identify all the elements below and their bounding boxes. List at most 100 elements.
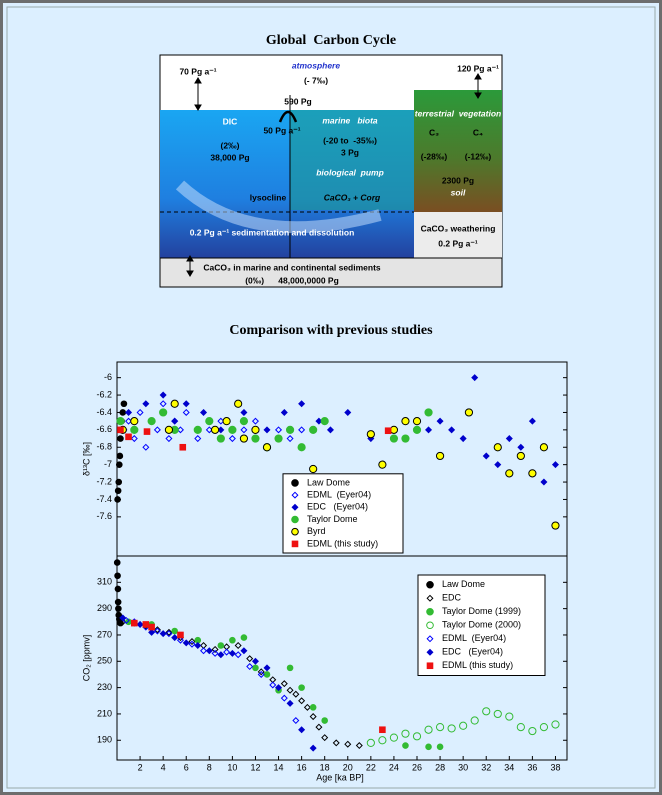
subtitle: Comparison with previous studies	[229, 323, 433, 338]
point	[131, 426, 138, 433]
point	[287, 665, 293, 671]
x-tick-label: 6	[184, 762, 189, 772]
point	[252, 426, 259, 433]
y-tick-label: 290	[97, 603, 112, 613]
y-tick-label: -6.8	[96, 442, 112, 452]
label: terrestrial vegetation	[415, 108, 501, 118]
point	[367, 431, 374, 438]
y-axis-label: CO₂ [ppmv]	[81, 635, 91, 682]
label: CaCO₃ weathering	[421, 223, 496, 233]
point	[321, 418, 328, 425]
legend-label: Law Dome	[442, 579, 485, 589]
point	[437, 744, 443, 750]
point	[126, 434, 132, 440]
y-tick-label: -6.6	[96, 424, 112, 434]
legend-label: Taylor Dome (2000)	[442, 620, 521, 630]
legend-label: Byrd	[307, 526, 326, 536]
point	[180, 444, 186, 450]
poster: Global Carbon Cycle Comparison with prev…	[0, 0, 662, 795]
label: soil	[451, 187, 466, 197]
point	[144, 429, 150, 435]
carbon-cycle-diagram: atmosphere (- 7‰) 70 Pg a⁻¹ 120 Pg a⁻¹ 5…	[160, 55, 502, 287]
label: (-12‰)	[465, 151, 492, 161]
y-tick-label: -7.4	[96, 494, 112, 504]
point	[143, 622, 149, 628]
label: 2300 Pg	[442, 175, 474, 185]
point	[120, 410, 126, 416]
point	[115, 497, 121, 503]
label: 50 Pg a⁻¹	[263, 125, 300, 135]
legend: Law DomeEDCTaylor Dome (1999)Taylor Dome…	[418, 575, 545, 676]
label: 38,000 Pg	[210, 152, 249, 162]
y-tick-label: 270	[97, 629, 112, 639]
point	[223, 418, 230, 425]
point	[114, 560, 120, 566]
label: lysocline	[250, 192, 287, 202]
page: Global Carbon Cycle Comparison with prev…	[0, 0, 662, 795]
point	[149, 624, 155, 630]
y-tick-label: 230	[97, 682, 112, 692]
point	[117, 418, 124, 425]
label: 0.2 Pg a⁻¹	[438, 238, 478, 248]
label: C₃	[429, 127, 439, 137]
point	[240, 418, 247, 425]
point	[171, 400, 178, 407]
label: 70 Pg a⁻¹	[179, 66, 216, 76]
label: (2‰)	[221, 140, 240, 150]
legend-marker	[292, 528, 299, 535]
point	[206, 418, 213, 425]
legend-marker	[292, 516, 299, 523]
legend-label: EDC	[442, 593, 462, 603]
point	[425, 409, 432, 416]
x-tick-label: 34	[504, 762, 514, 772]
point	[165, 426, 172, 433]
point	[116, 606, 122, 612]
legend-marker	[427, 581, 434, 588]
x-tick-label: 18	[320, 762, 330, 772]
land-base	[414, 212, 502, 258]
y-tick-label: 210	[97, 708, 112, 718]
label: (-20 to -35‰)	[323, 135, 377, 145]
title: Global Carbon Cycle	[266, 33, 396, 48]
point	[390, 435, 397, 442]
point	[299, 685, 305, 691]
point	[310, 705, 316, 711]
label: 3 Pg	[341, 147, 359, 157]
point	[115, 488, 121, 494]
point	[379, 461, 386, 468]
point	[241, 635, 247, 641]
point	[160, 409, 167, 416]
point	[148, 418, 155, 425]
point	[264, 672, 270, 678]
label: DIC	[223, 116, 238, 126]
legend-marker	[292, 480, 299, 487]
x-tick-label: 26	[412, 762, 422, 772]
point	[218, 643, 224, 649]
label: C₄	[473, 127, 483, 137]
point	[310, 426, 317, 433]
x-tick-label: 2	[138, 762, 143, 772]
point	[529, 470, 536, 477]
y-tick-label: -7.2	[96, 476, 112, 486]
label: (-28‰)	[421, 151, 448, 161]
legend-label: EDML (Eyer04)	[442, 633, 506, 643]
point	[385, 428, 391, 434]
point	[115, 586, 121, 592]
point	[235, 400, 242, 407]
x-tick-label: 30	[458, 762, 468, 772]
y-tick-label: -7.6	[96, 511, 112, 521]
x-tick-label: 8	[207, 762, 212, 772]
point	[298, 444, 305, 451]
x-tick-label: 14	[274, 762, 284, 772]
point	[118, 427, 124, 433]
label: (- 7‰)	[304, 75, 328, 85]
label: 590 Pg	[284, 96, 311, 106]
point	[286, 426, 293, 433]
point	[253, 665, 259, 671]
y-tick-label: 190	[97, 735, 112, 745]
y-tick-label: 250	[97, 656, 112, 666]
point	[436, 452, 443, 459]
point	[115, 573, 121, 579]
point	[116, 479, 122, 485]
